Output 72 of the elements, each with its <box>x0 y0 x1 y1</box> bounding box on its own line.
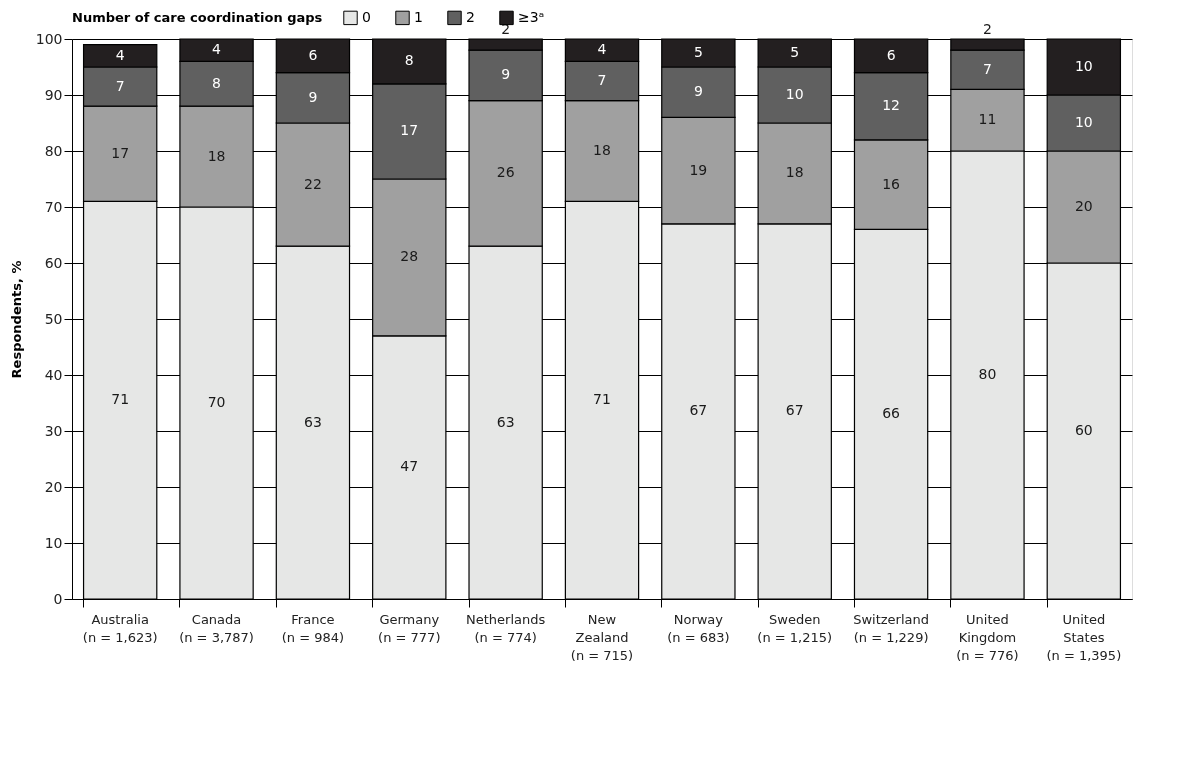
data-label: 9 <box>308 88 318 105</box>
y-tick-label: 50 <box>44 310 63 327</box>
y-tick-label: 70 <box>44 198 63 215</box>
y-tick-label: 40 <box>44 366 63 383</box>
data-label: 20 <box>1074 198 1093 214</box>
data-label: 11 <box>978 111 997 128</box>
legend-label: 0 <box>362 8 371 25</box>
data-label: 67 <box>689 402 708 419</box>
data-label: 9 <box>693 83 703 100</box>
data-label: 66 <box>882 405 901 422</box>
data-label: 71 <box>111 391 130 408</box>
data-label: 10 <box>785 86 804 102</box>
x-tick-label: Germany (n = 777) <box>378 611 441 645</box>
data-label: 19 <box>689 161 708 178</box>
data-label: 18 <box>207 147 226 164</box>
data-label: 2 <box>982 21 992 37</box>
data-label: 16 <box>882 175 901 192</box>
data-label: 7 <box>982 60 992 77</box>
y-axis-title: Respondents, % <box>8 260 24 379</box>
data-label: 63 <box>304 413 322 430</box>
y-tick-label: 60 <box>44 254 63 271</box>
y-tick-label: 10 <box>44 534 63 551</box>
x-tick-label: Australia (n = 1,623) <box>82 611 158 645</box>
data-label: 10 <box>1074 114 1093 130</box>
data-label: 4 <box>597 41 607 58</box>
data-label: 8 <box>212 74 222 91</box>
data-label: 5 <box>790 44 800 60</box>
x-tick-label: United Kingdom (n = 776) <box>956 611 1019 663</box>
y-tick-label: 90 <box>44 86 63 103</box>
data-label: 2 <box>501 21 511 37</box>
data-label: 10 <box>1074 58 1093 74</box>
x-tick-label: Switzerland (n = 1,229) <box>853 611 930 645</box>
x-tick-label: Canada (n = 3,787) <box>179 611 254 645</box>
legend-title: Number of care coordination gaps <box>72 10 323 25</box>
data-label: 5 <box>693 44 703 60</box>
data-label: 6 <box>886 46 896 63</box>
data-label: 6 <box>308 46 318 63</box>
data-label: 18 <box>785 164 804 181</box>
data-label: 4 <box>212 41 222 58</box>
data-label: 67 <box>785 402 804 419</box>
data-label: 18 <box>593 142 611 158</box>
data-label: 60 <box>1074 422 1093 438</box>
data-label: 28 <box>400 248 419 265</box>
x-tick-label: France (n = 984) <box>281 611 345 645</box>
legend-label: ≥3ᵃ <box>518 8 545 25</box>
data-label: 4 <box>115 46 125 63</box>
data-label: 22 <box>304 175 322 192</box>
data-label: 8 <box>404 52 414 69</box>
data-label: 17 <box>111 144 130 161</box>
data-label: 7 <box>597 72 607 88</box>
x-tick-label: New Zealand (n = 715) <box>570 611 634 663</box>
data-label: 12 <box>882 97 900 114</box>
x-tick-label: Netherlands (n = 774) <box>466 611 546 645</box>
data-label: 63 <box>496 413 515 430</box>
data-label: 70 <box>207 394 226 410</box>
x-tick-label: Norway (n = 683) <box>667 611 730 645</box>
x-tick-label: United States (n = 1,395) <box>1046 611 1122 663</box>
x-tick-label: Sweden (n = 1,215) <box>757 611 833 645</box>
y-tick-label: 30 <box>44 422 63 439</box>
data-label: 80 <box>978 366 997 382</box>
y-tick-label: 80 <box>44 142 63 159</box>
data-label: 26 <box>496 164 515 181</box>
y-tick-label: 100 <box>35 30 63 47</box>
data-label: 7 <box>115 77 125 94</box>
data-label: 71 <box>593 391 611 408</box>
data-label: 9 <box>501 66 511 83</box>
data-label: 47 <box>400 458 419 475</box>
legend-label: 2 <box>466 8 475 25</box>
y-tick-label: 20 <box>44 478 63 495</box>
data-label: 17 <box>400 122 419 139</box>
legend-label: 1 <box>414 8 423 25</box>
y-tick-label: 0 <box>53 590 63 607</box>
